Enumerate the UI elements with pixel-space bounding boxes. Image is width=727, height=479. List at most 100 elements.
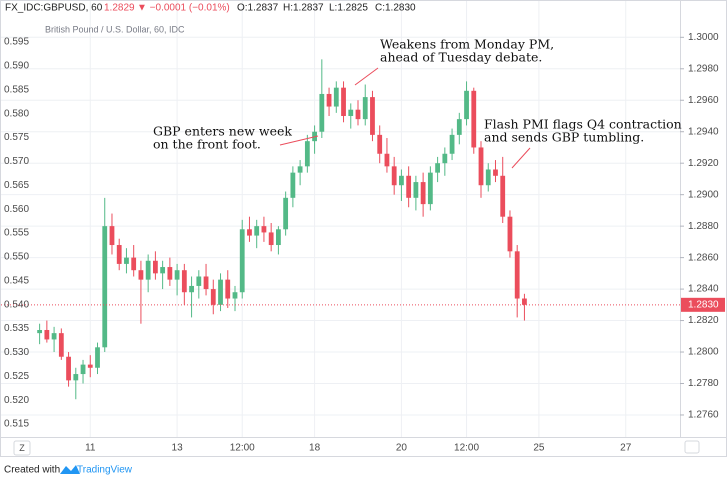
- candle-body: [87, 364, 93, 368]
- timezone-label[interactable]: Z: [19, 443, 25, 453]
- candle-body: [355, 109, 361, 120]
- candle-body: [362, 97, 368, 120]
- annotation: and sends GBP tumbling.: [484, 130, 644, 145]
- candle-body: [478, 147, 484, 186]
- candle-body: [297, 166, 303, 173]
- y2-tick-label: 1.2760: [688, 410, 719, 421]
- candle-body: [225, 279, 231, 299]
- settings-button[interactable]: [684, 440, 700, 454]
- y-tick-label: 0.520: [4, 395, 29, 406]
- x-tick-label: 20: [396, 443, 408, 454]
- timezone-button[interactable]: [13, 440, 31, 456]
- brand-name[interactable]: TradingView: [77, 465, 133, 476]
- candle-body: [261, 226, 267, 233]
- candle-body: [442, 153, 448, 164]
- candle-body: [341, 87, 346, 116]
- candle-body: [66, 356, 71, 381]
- candle-body: [131, 257, 137, 271]
- footer-text: Created with: [4, 465, 60, 476]
- candle-body: [507, 216, 513, 252]
- candle-body: [73, 374, 79, 381]
- y-tick-label: 0.585: [4, 84, 29, 95]
- candle-body: [522, 298, 527, 305]
- x-tick-label: 13: [172, 443, 184, 454]
- candle-body: [399, 175, 404, 186]
- annotation: Weakens from Monday PM,: [380, 37, 554, 52]
- y-tick-label: 0.545: [4, 275, 29, 286]
- y2-tick-label: 1.2820: [688, 315, 719, 326]
- chart-frame: [0, 0, 727, 457]
- y-tick-label: 0.555: [4, 228, 29, 239]
- y-tick-label: 0.515: [4, 419, 29, 430]
- candle-body: [95, 347, 100, 368]
- candle-body: [456, 119, 462, 135]
- change: ▼ −0.0001 (−0.01%): [137, 3, 230, 14]
- candle-body: [116, 245, 122, 264]
- annotation: GBP enters new week: [153, 124, 292, 139]
- ohlc-low: L:1.2825: [329, 3, 368, 14]
- candle-body: [181, 270, 187, 293]
- last-price-label: 1.2830: [688, 299, 719, 310]
- candle-body: [152, 260, 158, 274]
- candle-body: [167, 267, 173, 280]
- y2-tick-label: 1.2800: [688, 347, 719, 358]
- y2-tick-label: 1.2980: [688, 63, 719, 74]
- candle-body: [500, 175, 506, 217]
- candle-body: [189, 285, 194, 293]
- ohlc-open: O:1.2837: [237, 3, 279, 14]
- candle-body: [449, 134, 455, 154]
- brand-logo: [60, 465, 80, 474]
- y-tick-label: 0.575: [4, 132, 29, 143]
- y2-tick-label: 1.2860: [688, 252, 719, 263]
- y2-tick-label: 1.2940: [688, 126, 719, 137]
- x-tick-label: 25: [533, 443, 545, 454]
- candle-body: [420, 182, 426, 205]
- candle-body: [427, 172, 433, 205]
- candle-body: [37, 329, 43, 334]
- y-tick-label: 0.525: [4, 371, 29, 382]
- y2-tick-label: 1.2880: [688, 221, 719, 232]
- candle-body: [370, 97, 375, 135]
- ohlc-high: H:1.2837: [283, 3, 324, 14]
- candle-body: [283, 197, 289, 230]
- candle-body: [109, 226, 115, 246]
- candle-body: [514, 251, 520, 299]
- y-tick-label: 0.540: [4, 299, 29, 310]
- y-tick-label: 0.570: [4, 156, 29, 167]
- candle-body: [44, 329, 50, 340]
- candle-body: [276, 229, 281, 246]
- candle-body: [138, 270, 144, 280]
- x-tick-label: 11: [85, 443, 96, 454]
- candle-body: [471, 90, 477, 148]
- candle-body: [102, 226, 108, 348]
- y2-tick-label: 1.2920: [688, 158, 719, 169]
- candle-body: [196, 276, 202, 286]
- y-tick-label: 0.580: [4, 108, 29, 119]
- annotation: on the front foot.: [153, 137, 261, 152]
- chart-title: British Pound / U.S. Dollar, 60, IDC: [45, 24, 185, 34]
- candle-body: [348, 109, 354, 116]
- candle-body: [435, 163, 440, 173]
- candle-body: [210, 289, 216, 305]
- y-tick-label: 0.590: [4, 60, 29, 71]
- candle-body: [80, 364, 86, 375]
- x-tick-label: 18: [309, 443, 321, 454]
- candle-body: [145, 260, 151, 280]
- candle-body: [304, 141, 310, 167]
- y2-tick-label: 1.2840: [688, 284, 719, 295]
- candle-body: [493, 169, 498, 176]
- y2-tick-label: 1.2780: [688, 378, 719, 389]
- candle-body: [384, 153, 390, 167]
- candle-body: [160, 267, 166, 274]
- candle-body: [391, 166, 397, 186]
- y-tick-label: 0.530: [4, 347, 29, 358]
- candle-body: [413, 182, 419, 198]
- annotation-arrow: [354, 67, 379, 86]
- ohlc-close: C:1.2830: [375, 3, 416, 14]
- annotation-arrow: [279, 135, 319, 146]
- y-tick-label: 0.595: [4, 37, 29, 48]
- candle-body: [319, 93, 325, 132]
- candle-body: [406, 175, 412, 198]
- candle-body: [333, 87, 339, 107]
